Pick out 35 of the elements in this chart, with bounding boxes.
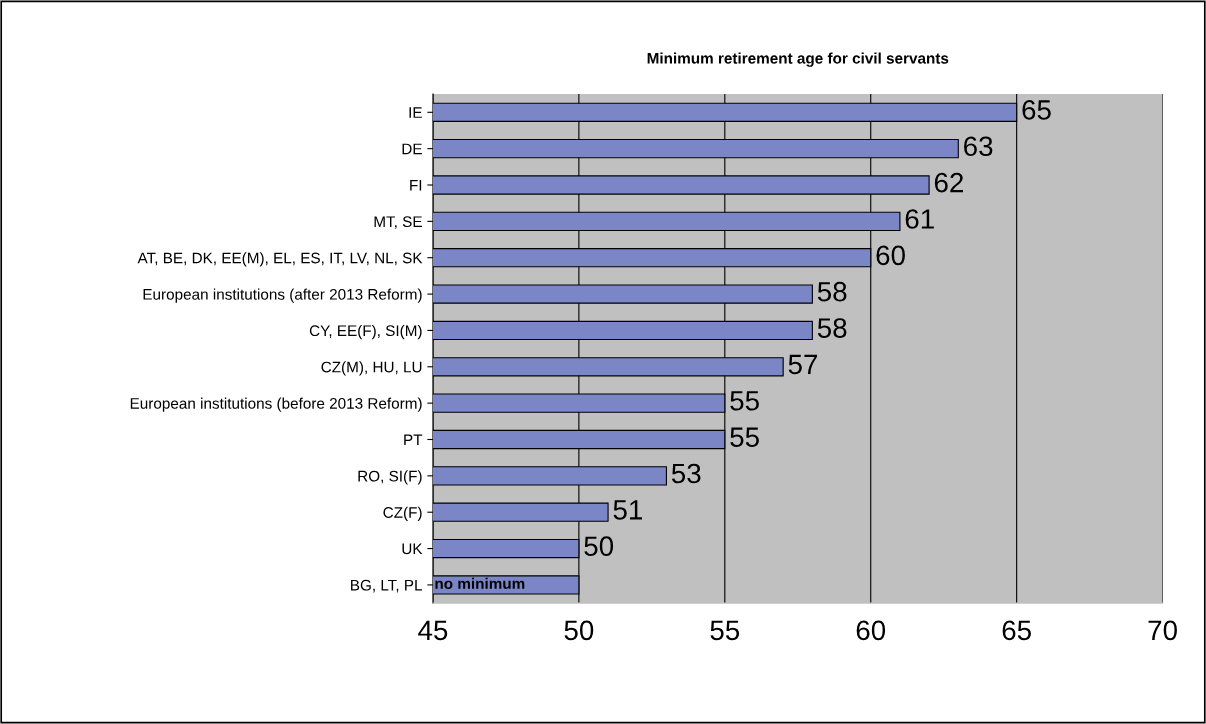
x-tick-label: 55 (710, 620, 740, 641)
data-label: 63 (964, 136, 993, 157)
data-label: 58 (817, 318, 847, 338)
data-label: 55 (730, 391, 759, 411)
data-label: 61 (905, 209, 934, 229)
data-label: 57 (788, 354, 818, 375)
x-tick-label: 65 (1002, 620, 1031, 641)
y-tick-label: European institutions (after 2013 Reform) (143, 288, 422, 303)
data-label: 53 (671, 463, 701, 484)
y-tick-label: PT (404, 434, 423, 446)
data-label: 60 (876, 245, 905, 266)
y-tick-label: CZ(M), HU, LU (321, 361, 422, 376)
x-tick-label: 50 (564, 620, 594, 641)
y-tick-label: BG, LT, PL (351, 579, 423, 593)
data-label: no minimum (435, 577, 525, 590)
x-tick-label: 70 (1148, 620, 1177, 641)
y-tick-label: CZ(F) (383, 506, 422, 521)
chart-title: Minimum retirement age for civil servants (647, 52, 949, 67)
y-tick-label: DE (402, 143, 422, 155)
y-tick-label: RO, SI(F) (358, 470, 422, 485)
y-tick-label: FI (410, 180, 422, 191)
x-tick-label: 60 (856, 620, 886, 641)
data-label: 51 (613, 500, 642, 520)
x-tick-label: 45 (418, 620, 448, 641)
y-tick-label: MT, SE (374, 216, 422, 229)
y-tick-label: European institutions (before 2013 Reform) (130, 397, 422, 412)
data-label: 62 (934, 172, 963, 193)
y-tick-label: AT, BE, DK, EE(M), EL, ES, IT, LV, NL, SK (137, 252, 423, 267)
data-label: 55 (730, 427, 759, 447)
data-label: 50 (584, 536, 614, 557)
y-tick-label: IE (409, 107, 422, 118)
y-tick-label: UK (402, 543, 423, 555)
y-tick-label: CY, EE(F), SI(M) (309, 324, 422, 340)
data-label: 58 (817, 281, 847, 302)
data-label: 65 (1022, 100, 1051, 120)
